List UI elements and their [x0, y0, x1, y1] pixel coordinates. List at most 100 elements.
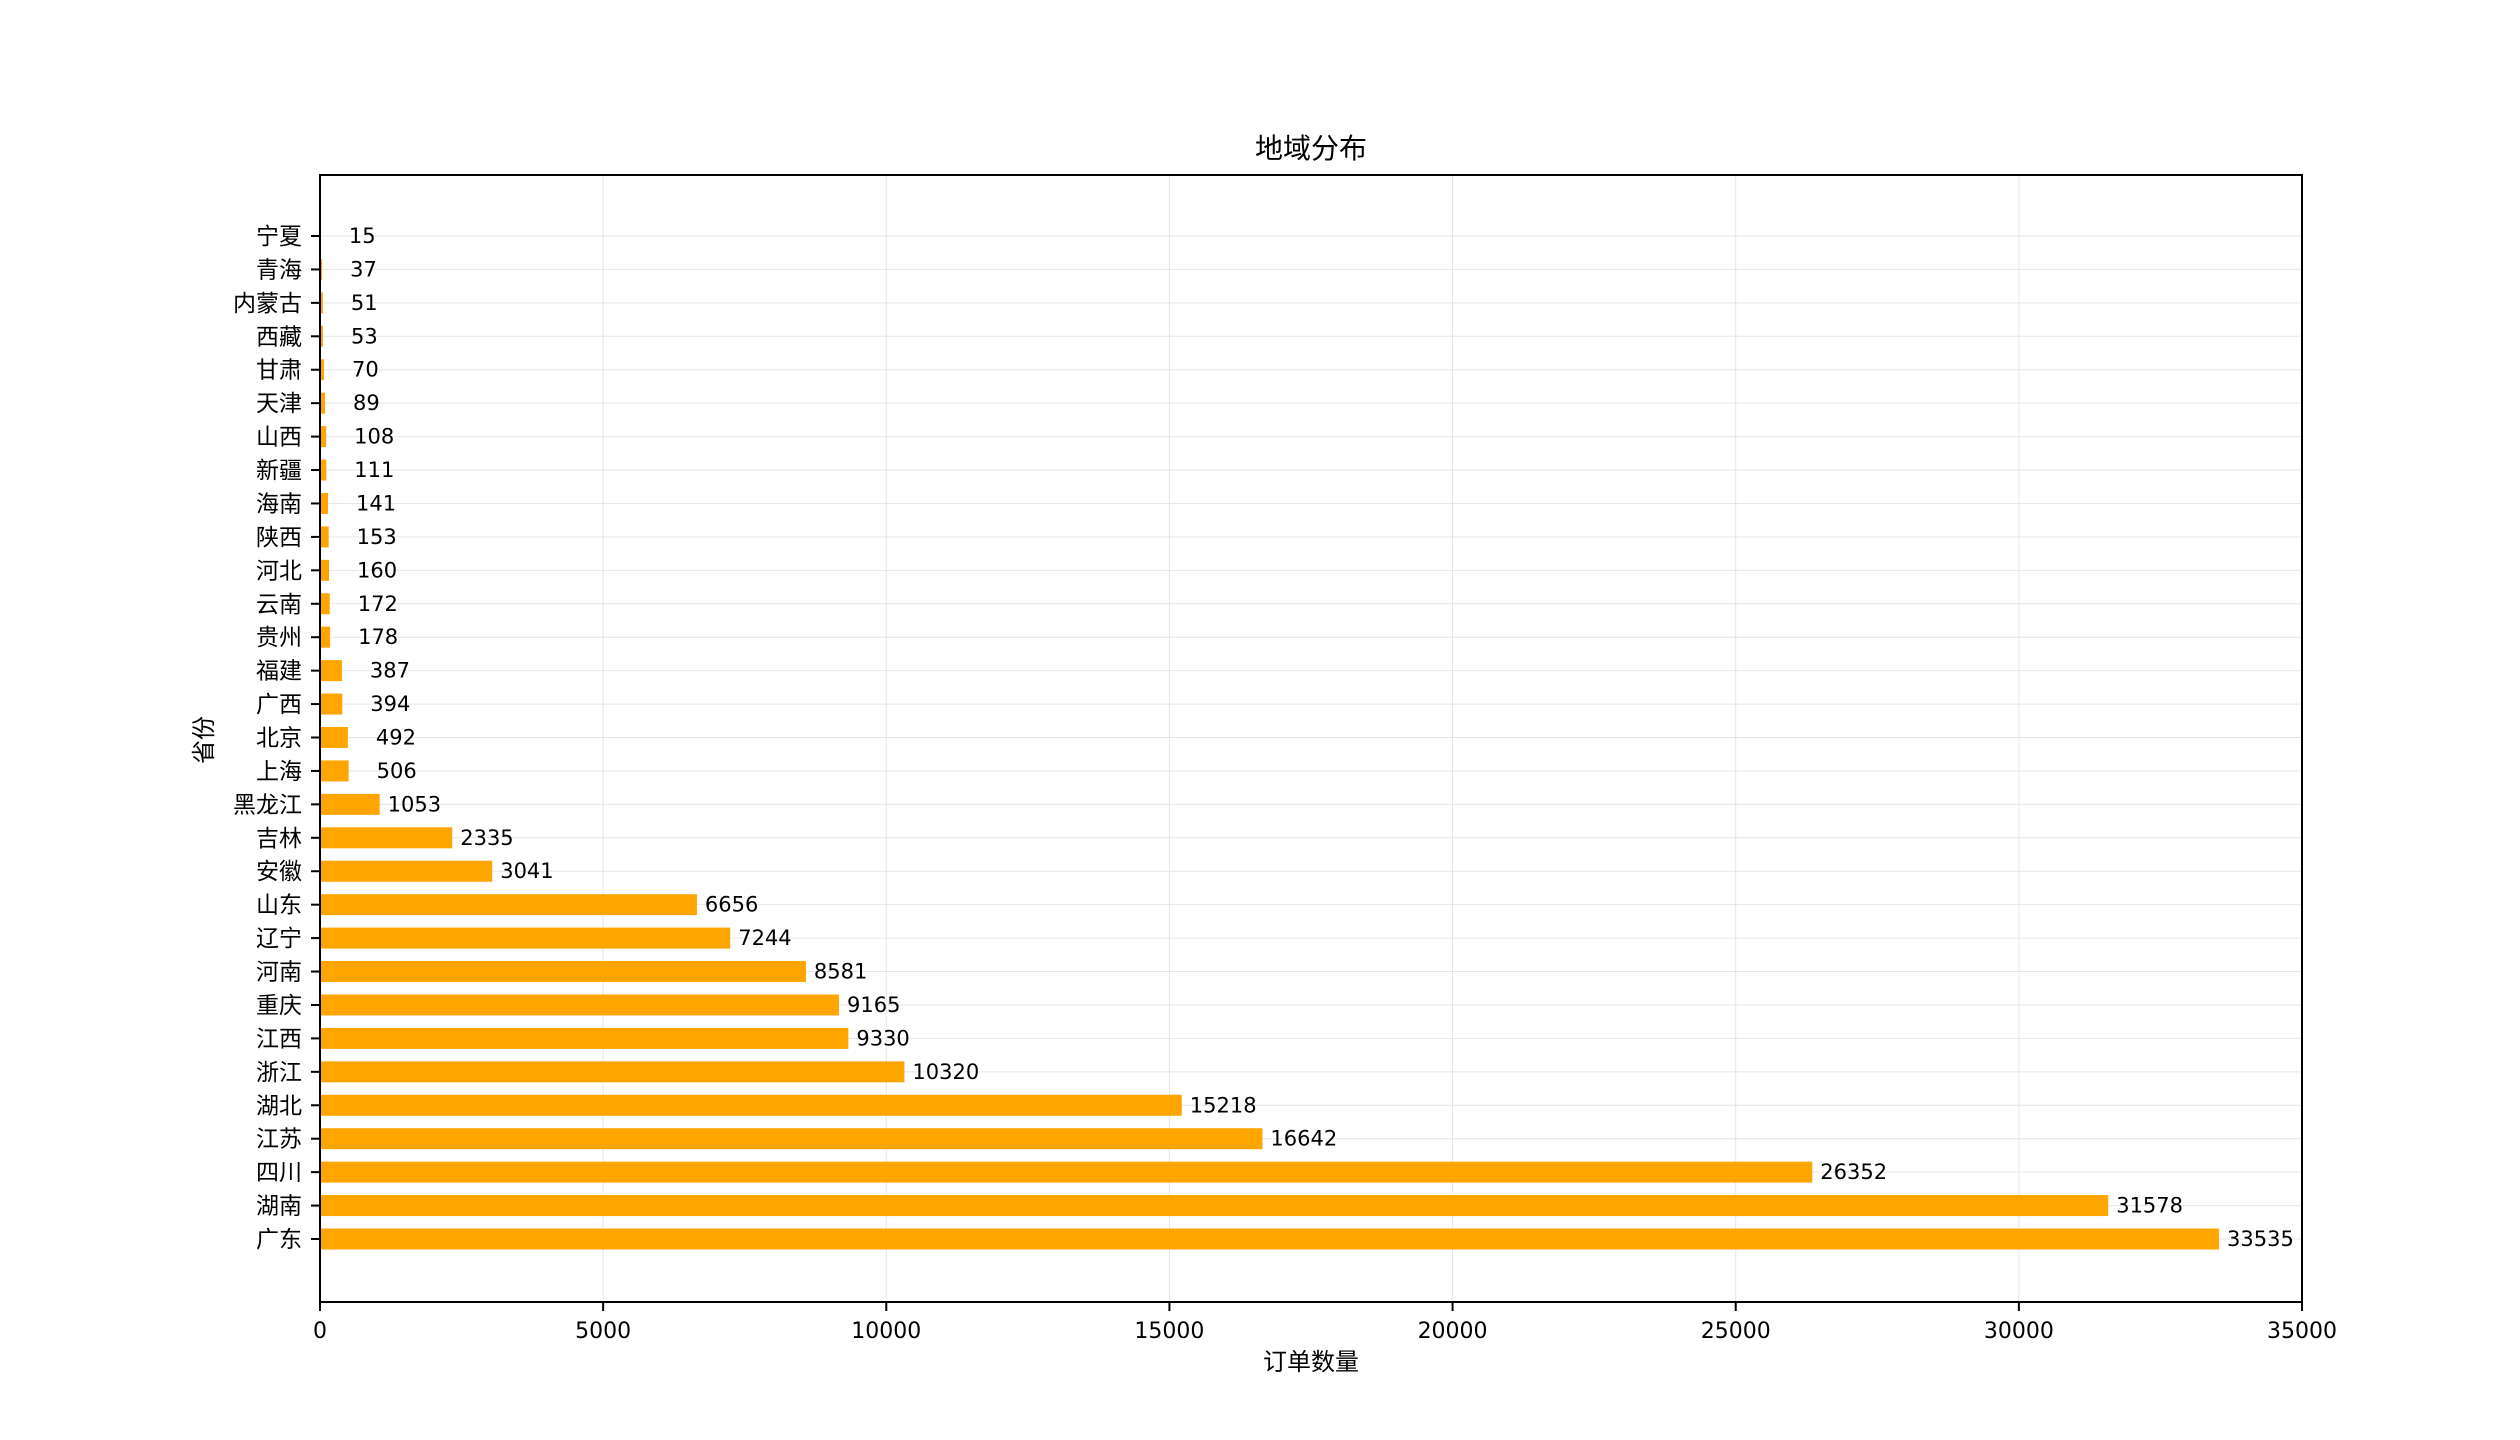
bar-value-label: 141	[356, 491, 396, 515]
x-tick-label: 10000	[851, 1319, 921, 1344]
y-tick-label: 西藏	[256, 324, 302, 350]
y-tick-label: 天津	[256, 391, 302, 417]
bar	[320, 492, 328, 514]
bar	[320, 1228, 2220, 1250]
bar	[320, 793, 380, 815]
y-tick-layer: 广东 湖南 四川 江苏 湖北 浙江 江西 重庆 河南 辽宁 山东 安徽 吉林 黑龙江 上海 北京 广西 福建 贵州 云…	[233, 224, 320, 1253]
y-tick-label: 内蒙古	[233, 291, 302, 317]
x-tick-label: 20000	[1418, 1319, 1488, 1344]
bar-value-label: 9330	[856, 1026, 909, 1050]
bar	[320, 1027, 849, 1049]
y-tick-label: 贵州	[256, 625, 302, 651]
y-tick-label: 云南	[256, 592, 302, 618]
y-tick-label: 福建	[256, 659, 302, 685]
bar-layer	[320, 225, 2220, 1250]
bar	[320, 827, 453, 849]
bar	[320, 961, 806, 983]
bar	[320, 727, 348, 748]
bar-value-label: 8581	[814, 960, 867, 984]
y-tick-label: 广东	[256, 1227, 302, 1253]
bar-value-label: 33535	[2227, 1227, 2294, 1251]
x-tick-layer: 0 5000 10000 15000 20000 25000 30000 35000	[313, 1302, 2337, 1344]
bar-value-label: 16642	[1270, 1127, 1337, 1151]
bar-value-label: 53	[351, 324, 378, 348]
y-tick-label: 湖北	[256, 1093, 302, 1119]
bar-value-label: 2335	[460, 826, 513, 850]
bar	[320, 593, 330, 615]
y-tick-label: 四川	[256, 1160, 302, 1186]
x-tick-label: 5000	[575, 1319, 631, 1344]
bar	[320, 292, 323, 314]
y-tick-label: 山西	[256, 425, 302, 451]
bar-value-label: 1053	[388, 792, 441, 816]
bar	[320, 325, 324, 347]
x-tick-label: 15000	[1134, 1319, 1204, 1344]
bar	[320, 258, 323, 280]
bar	[320, 1128, 1263, 1150]
y-tick-label: 北京	[256, 726, 302, 752]
y-tick-label: 广西	[256, 692, 302, 718]
y-tick-label: 河南	[256, 960, 302, 986]
bar	[320, 693, 343, 715]
y-tick-label: 浙江	[256, 1060, 302, 1086]
x-axis-label: 订单数量	[1263, 1348, 1359, 1376]
bar	[320, 927, 731, 949]
y-tick-label: 重庆	[256, 993, 302, 1019]
x-tick-label: 25000	[1701, 1319, 1771, 1344]
bar-value-label: 3041	[500, 859, 553, 883]
bar-value-label: 89	[353, 391, 380, 415]
y-tick-label: 山东	[256, 893, 302, 919]
bar-value-label: 70	[352, 358, 379, 382]
x-tick-label: 30000	[1984, 1319, 2054, 1344]
bar-value-label: 387	[370, 659, 410, 683]
bar	[320, 1161, 1813, 1183]
y-tick-label: 安徽	[256, 859, 302, 885]
chart-title: 地域分布	[1255, 132, 1367, 165]
y-tick-label: 上海	[256, 759, 302, 785]
bar	[320, 660, 342, 682]
y-tick-label: 甘肃	[256, 358, 302, 384]
y-tick-label: 青海	[256, 257, 302, 283]
bar	[320, 1195, 2109, 1217]
bar-value-label: 172	[358, 592, 398, 616]
y-tick-label: 辽宁	[256, 926, 302, 952]
bar	[320, 526, 329, 548]
y-tick-label: 陕西	[256, 525, 302, 551]
y-tick-label: 江西	[256, 1026, 302, 1052]
bar	[320, 1094, 1182, 1116]
bar-value-label: 15218	[1190, 1093, 1257, 1117]
bar	[320, 359, 324, 381]
bar-value-label: 37	[350, 257, 377, 281]
bar	[320, 860, 493, 882]
bar-value-label: 26352	[1820, 1160, 1887, 1184]
bar	[320, 559, 330, 581]
bar-value-label: 6656	[705, 893, 758, 917]
y-tick-label: 新疆	[256, 458, 302, 484]
bar	[320, 760, 349, 782]
bar	[320, 894, 697, 916]
bar-value-label: 9165	[847, 993, 900, 1017]
bar-value-label: 178	[358, 625, 398, 649]
bar-value-label: 51	[351, 291, 378, 315]
bar-value-label: 506	[377, 759, 417, 783]
x-tick-label: 35000	[2267, 1319, 2337, 1344]
y-tick-label: 湖南	[256, 1194, 302, 1220]
bar	[320, 994, 840, 1016]
bar-value-label: 15	[349, 224, 376, 248]
bar-value-label: 7244	[738, 926, 791, 950]
bar-value-label: 153	[357, 525, 397, 549]
bar-value-label: 394	[370, 692, 410, 716]
bar	[320, 459, 327, 481]
bar	[320, 626, 331, 648]
y-tick-label: 河北	[256, 558, 302, 584]
y-tick-label: 吉林	[256, 826, 302, 852]
y-axis-label: 省份	[190, 716, 218, 764]
y-tick-label: 海南	[256, 491, 302, 517]
bar-value-label: 31578	[2116, 1194, 2183, 1218]
y-tick-label: 黑龙江	[233, 792, 302, 818]
bar	[320, 392, 326, 414]
bar-value-label: 10320	[912, 1060, 979, 1084]
x-tick-label: 0	[313, 1319, 327, 1344]
